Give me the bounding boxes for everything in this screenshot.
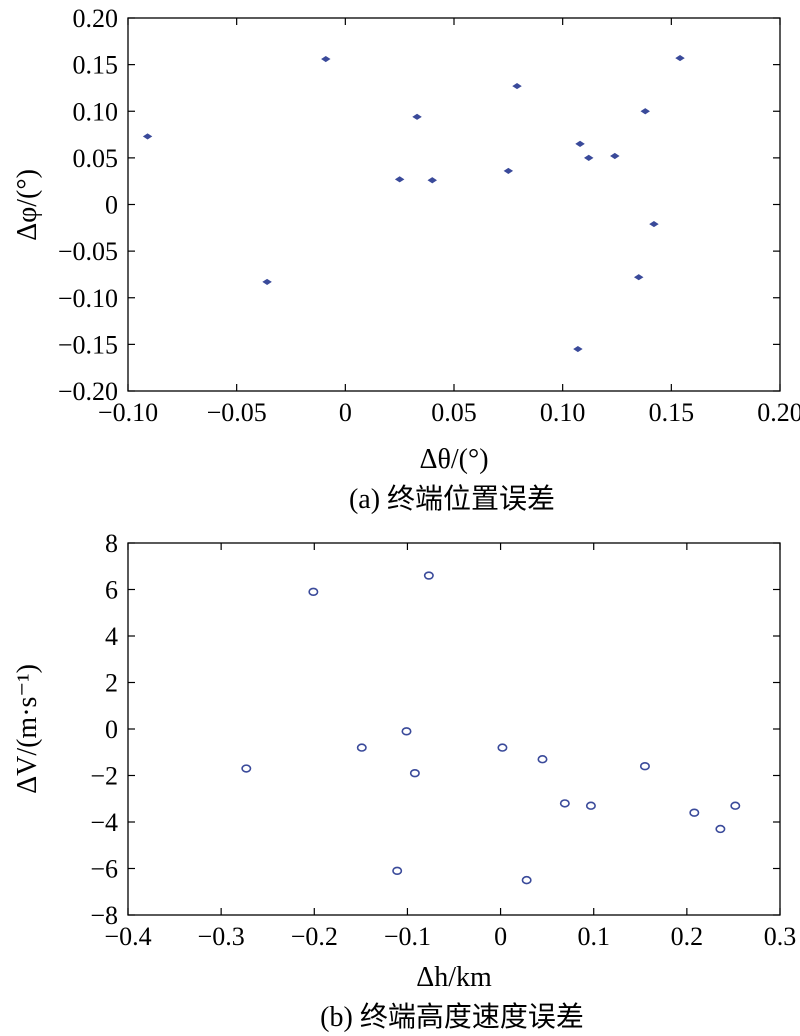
data-point xyxy=(262,278,272,285)
data-point xyxy=(356,743,367,752)
data-point xyxy=(423,571,434,580)
data-point xyxy=(639,761,650,771)
y-tick-label: −6 xyxy=(90,855,118,884)
x-tick-label: 0 xyxy=(494,922,507,951)
x-tick-label: 0 xyxy=(339,398,352,427)
chart-b-y-ticks: 8 6 4 2 0 −2 −4 −6 −8 xyxy=(90,529,780,930)
chart-b-plot-frame xyxy=(127,542,781,916)
x-tick-label: −0.2 xyxy=(291,922,338,951)
chart-a-y-ticks: 0.20 0.15 0.10 0.05 0 −0.05 −0.10 −0.15 −0.20 xyxy=(58,4,780,406)
data-point xyxy=(675,55,685,62)
data-point xyxy=(392,866,403,876)
data-point xyxy=(610,152,620,160)
data-point xyxy=(575,140,585,147)
x-tick-label: 0.05 xyxy=(431,398,477,427)
x-tick-label: 0.3 xyxy=(764,922,797,951)
data-point xyxy=(497,743,508,752)
data-point xyxy=(512,82,522,90)
chart-a-plot-frame xyxy=(127,17,781,392)
data-point xyxy=(321,55,331,63)
y-tick-label: 0.10 xyxy=(73,97,119,126)
y-tick-label: −8 xyxy=(90,901,118,930)
y-tick-label: −4 xyxy=(90,808,118,837)
y-tick-label: −0.15 xyxy=(58,330,118,359)
x-tick-label: 0.1 xyxy=(577,922,610,951)
chart-b-y-axis-label: ΔV/(m·s⁻¹) xyxy=(12,664,43,794)
x-tick-label: 0.10 xyxy=(540,398,586,427)
x-tick-label: −0.4 xyxy=(104,922,151,951)
chart-b-points xyxy=(241,571,741,885)
y-tick-label: −0.20 xyxy=(58,377,118,406)
chart-b-caption: (b) 终端高度速度误差 xyxy=(320,1001,584,1033)
x-tick-label: 0.15 xyxy=(649,398,695,427)
y-tick-label: 0 xyxy=(105,191,118,220)
data-point xyxy=(308,587,319,597)
data-point xyxy=(573,345,583,353)
data-point xyxy=(521,875,532,885)
chart-a-points xyxy=(142,55,685,353)
x-tick-label: −0.1 xyxy=(384,922,431,951)
data-point xyxy=(412,113,422,120)
y-tick-label: 2 xyxy=(105,669,118,698)
y-tick-label: 6 xyxy=(105,576,118,605)
x-tick-label: −0.10 xyxy=(98,398,158,427)
y-tick-label: 0.05 xyxy=(73,144,119,173)
x-tick-label: 0.20 xyxy=(757,398,800,427)
data-point xyxy=(585,801,596,810)
data-point xyxy=(427,177,438,184)
data-point xyxy=(715,824,726,834)
data-point xyxy=(241,764,252,773)
chart-b-x-ticks: −0.4 −0.3 −0.2 −0.1 0 0.1 0.2 0.3 xyxy=(104,543,796,951)
data-point xyxy=(503,167,514,175)
data-point xyxy=(142,133,153,140)
y-tick-label: 4 xyxy=(105,622,118,651)
y-tick-label: −2 xyxy=(90,762,118,791)
data-point xyxy=(649,221,659,228)
chart-a-caption: (a) 终端位置误差 xyxy=(349,483,555,515)
y-tick-label: 0.20 xyxy=(73,4,119,33)
chart-a: −0.10 −0.05 0 0.05 0.10 0.15 0.20 0.20 0.15 0.10… xyxy=(12,4,800,515)
data-point xyxy=(537,755,548,764)
data-point xyxy=(584,154,594,161)
data-point xyxy=(394,176,405,183)
chart-b-x-axis-label: Δh/km xyxy=(416,962,492,993)
chart-a-x-ticks: −0.10 −0.05 0 0.05 0.10 0.15 0.20 xyxy=(98,18,800,427)
y-tick-label: −0.10 xyxy=(58,284,118,313)
y-tick-label: 0.15 xyxy=(73,51,119,80)
data-point xyxy=(559,799,570,808)
data-point xyxy=(640,108,650,115)
x-tick-label: −0.3 xyxy=(198,922,245,951)
data-point xyxy=(730,801,741,810)
y-tick-label: 8 xyxy=(105,529,118,558)
x-tick-label: −0.05 xyxy=(207,398,267,427)
data-point xyxy=(401,727,412,736)
y-tick-label: 0 xyxy=(105,715,118,744)
data-point xyxy=(689,808,700,817)
chart-a-x-axis-label: Δθ/(°) xyxy=(419,444,488,475)
data-point xyxy=(409,768,420,778)
chart-a-y-axis-label: Δφ/(°) xyxy=(12,169,43,241)
y-tick-label: −0.05 xyxy=(58,237,118,266)
x-tick-label: 0.2 xyxy=(671,922,704,951)
data-point xyxy=(633,274,644,281)
chart-b: −0.4 −0.3 −0.2 −0.1 0 0.1 0.2 0.3 8 6 4 2 0 −2 −4 −6 −8… xyxy=(12,529,796,1033)
